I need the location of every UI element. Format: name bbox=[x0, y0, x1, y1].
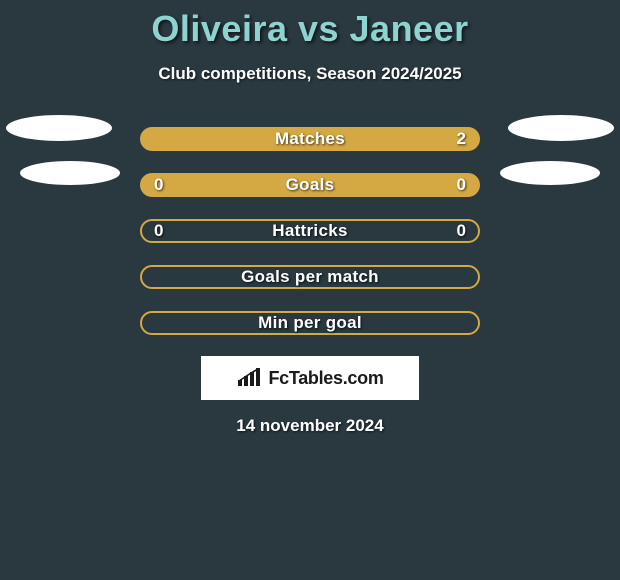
stat-row-wrap: Goals per match bbox=[0, 254, 620, 300]
player-marker-left bbox=[20, 161, 120, 185]
stat-value-left: 0 bbox=[154, 221, 163, 241]
stat-row: Matches 2 bbox=[140, 127, 480, 151]
subtitle: Club competitions, Season 2024/2025 bbox=[0, 64, 620, 84]
date-label: 14 november 2024 bbox=[0, 416, 620, 436]
stats-container: Matches 2 0 Goals 0 0 Hattricks 0 Goals per matc… bbox=[0, 116, 620, 346]
player-marker-right bbox=[508, 115, 614, 141]
stat-label: Min per goal bbox=[258, 313, 362, 333]
stat-row-wrap: Min per goal bbox=[0, 300, 620, 346]
player-marker-right bbox=[500, 161, 600, 185]
stat-value-right: 0 bbox=[457, 221, 466, 241]
player-marker-left bbox=[6, 115, 112, 141]
stat-label: Goals bbox=[286, 175, 335, 195]
stat-row: Goals per match bbox=[140, 265, 480, 289]
page-title: Oliveira vs Janeer bbox=[0, 8, 620, 50]
chart-icon bbox=[236, 368, 262, 388]
stat-label: Hattricks bbox=[272, 221, 347, 241]
stat-value-left: 0 bbox=[154, 175, 163, 195]
stat-value-right: 0 bbox=[457, 175, 466, 195]
stat-row: 0 Goals 0 bbox=[140, 173, 480, 197]
brand-box[interactable]: FcTables.com bbox=[201, 356, 419, 400]
stat-row-wrap: 0 Goals 0 bbox=[0, 162, 620, 208]
stat-value-right: 2 bbox=[457, 129, 466, 149]
stat-label: Goals per match bbox=[241, 267, 379, 287]
stat-label: Matches bbox=[275, 129, 345, 149]
stat-row-wrap: 0 Hattricks 0 bbox=[0, 208, 620, 254]
stat-row: Min per goal bbox=[140, 311, 480, 335]
stat-row-wrap: Matches 2 bbox=[0, 116, 620, 162]
stat-row: 0 Hattricks 0 bbox=[140, 219, 480, 243]
brand-text: FcTables.com bbox=[268, 368, 383, 389]
